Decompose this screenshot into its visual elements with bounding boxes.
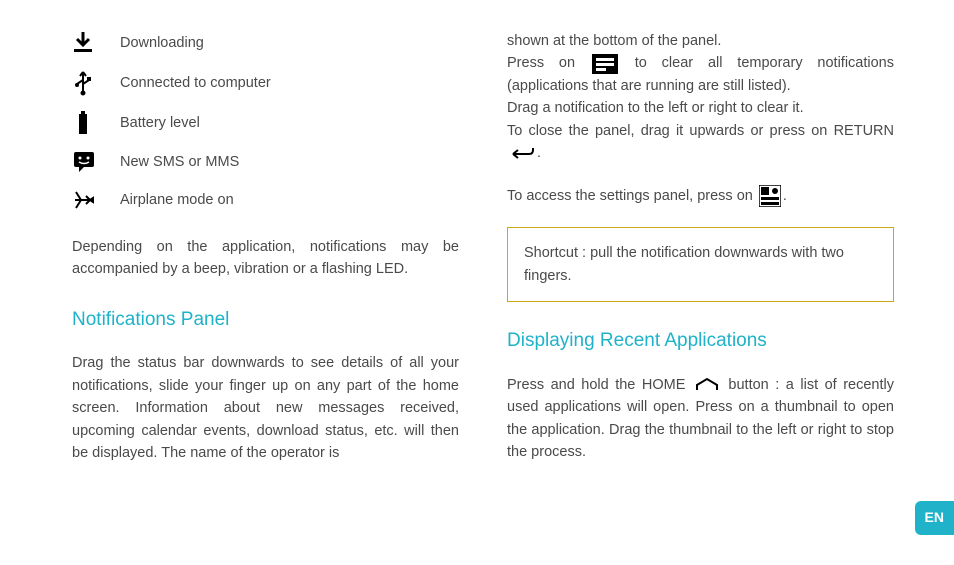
- text-fragment: To close the panel, drag it upwards or p…: [507, 123, 894, 139]
- usb-icon: [72, 70, 120, 96]
- notifications-panel-paragraph: Drag the status bar downwards to see det…: [72, 352, 459, 464]
- settings-panel-paragraph: To access the settings panel, press on .: [507, 185, 894, 207]
- icon-label: Downloading: [120, 32, 204, 54]
- note-paragraph: Depending on the application, notificati…: [72, 236, 459, 281]
- settings-panel-icon: [759, 185, 781, 207]
- right-column: shown at the bottom of the panel. Press …: [507, 30, 894, 484]
- recent-apps-paragraph: Press and hold the HOME button : a list …: [507, 374, 894, 464]
- icon-row-sms: New SMS or MMS: [72, 150, 459, 174]
- left-column: Downloading Connected to computer Batter…: [72, 30, 459, 484]
- shortcut-callout: Shortcut : pull the notification downwar…: [507, 227, 894, 302]
- heading-recent-apps: Displaying Recent Applications: [507, 326, 894, 355]
- icon-label: Airplane mode on: [120, 189, 234, 211]
- sms-icon: [72, 150, 120, 174]
- text-fragment: Press and hold the HOME: [507, 377, 685, 393]
- return-icon: [509, 147, 535, 161]
- download-icon: [72, 30, 120, 56]
- icon-row-downloading: Downloading: [72, 30, 459, 56]
- status-icon-list: Downloading Connected to computer Batter…: [72, 30, 459, 212]
- heading-notifications-panel: Notifications Panel: [72, 305, 459, 334]
- text-fragment: Press on: [507, 55, 575, 71]
- airplane-icon: [72, 188, 120, 212]
- text-fragment: shown at the bottom of the panel.: [507, 33, 721, 49]
- icon-row-usb: Connected to computer: [72, 70, 459, 96]
- page-content: Downloading Connected to computer Batter…: [0, 0, 954, 514]
- battery-icon: [72, 110, 120, 136]
- icon-label: Connected to computer: [120, 72, 271, 94]
- icon-label: Battery level: [120, 112, 200, 134]
- language-badge: EN: [915, 501, 954, 535]
- clear-notifications-icon: [592, 54, 618, 74]
- text-fragment: .: [783, 188, 787, 204]
- icon-row-airplane: Airplane mode on: [72, 188, 459, 212]
- icon-row-battery: Battery level: [72, 110, 459, 136]
- callout-text: Shortcut : pull the notification downwar…: [524, 245, 844, 283]
- home-icon: [694, 377, 720, 393]
- text-fragment: To access the settings panel, press on: [507, 188, 753, 204]
- panel-continued-paragraph: shown at the bottom of the panel. Press …: [507, 30, 894, 165]
- text-fragment: .: [537, 145, 541, 161]
- icon-label: New SMS or MMS: [120, 151, 239, 173]
- text-fragment: Drag a notification to the left or right…: [507, 100, 804, 116]
